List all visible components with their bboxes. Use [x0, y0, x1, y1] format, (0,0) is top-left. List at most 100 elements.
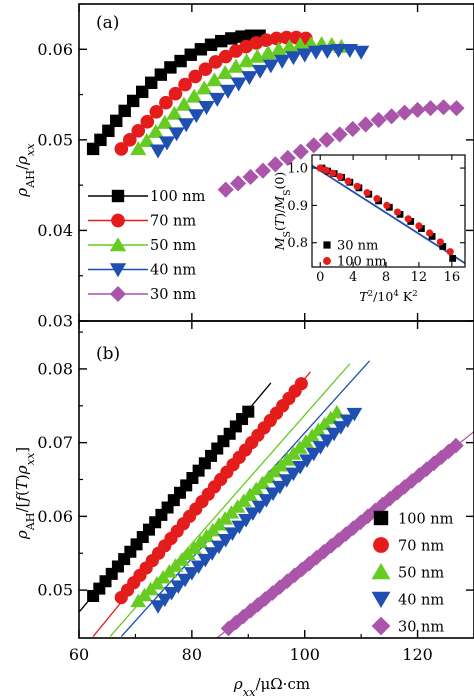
panel-a-point-70-nm — [168, 86, 183, 101]
inset-point-100-nm — [436, 238, 444, 246]
panel-a-point-100-nm — [225, 32, 238, 45]
panel-a-point-100-nm — [154, 68, 168, 81]
panel-a-point-40-nm — [285, 51, 302, 66]
panel-a-point-30-nm — [318, 131, 335, 148]
panel-a-point-30-nm — [396, 104, 413, 121]
inset-legend-marker-30-nm — [323, 241, 331, 249]
inset-point-100-nm — [336, 173, 344, 181]
panel-a-point-30-nm — [279, 149, 296, 167]
panel-b-point-40-nm — [150, 600, 166, 614]
panel-b-point-40-nm — [204, 547, 221, 561]
panel-a-point-30-nm — [435, 99, 452, 116]
panel-b-point-100-nm — [118, 553, 131, 566]
panel-b-legend-label: 100 nm — [398, 512, 454, 528]
panel-b-point-40-nm — [231, 520, 248, 535]
panel-b-point-40-nm — [319, 434, 336, 448]
inset-legend-label: 30 nm — [337, 239, 378, 254]
panel-b-legend-label: 40 nm — [398, 593, 444, 609]
panel-a-point-70-nm — [218, 49, 233, 64]
panel-b-legend-marker-40-nm — [371, 591, 391, 608]
panel-b-point-40-nm — [163, 587, 180, 601]
panel-a-point-30-nm — [292, 143, 309, 160]
panel-b-legend: 100 nm 70 nm 50 nm 40 nm 30 nm — [371, 510, 454, 636]
inset-point-100-nm — [316, 164, 324, 172]
inset-x-tick-label: 12 — [411, 270, 428, 285]
panel-a-point-30-nm — [448, 100, 465, 117]
inset-point-30-nm — [439, 243, 447, 250]
panel-a-point-30-nm — [383, 108, 400, 125]
panel-a-point-50-nm — [185, 88, 203, 103]
panel-a-point-100-nm — [194, 43, 208, 56]
panel-b-point-40-nm — [217, 533, 234, 548]
panel-a-point-70-nm — [159, 95, 173, 110]
panel-b-x-tick-label: 120 — [402, 645, 433, 664]
panel-a-point-100-nm — [184, 48, 197, 61]
panel-b-legend-marker-100-nm — [373, 510, 389, 526]
panel-b-x-tick-label: 60 — [69, 645, 89, 664]
panel-a-point-40-nm — [319, 44, 336, 59]
panel-a-point-30-nm — [267, 156, 284, 173]
panel-b-y-tick-label: 0.05 — [37, 581, 73, 600]
inset-point-100-nm — [415, 222, 423, 230]
panel-a-point-100-nm — [145, 76, 158, 89]
inset-x-tick-label: 8 — [382, 270, 390, 285]
panel-b-point-40-nm — [272, 480, 288, 495]
panel-b-point-40-nm — [183, 567, 200, 581]
panel-a-point-70-nm — [131, 123, 146, 138]
panel-a-point-50-nm — [238, 53, 255, 68]
panel-a-point-30-nm — [409, 101, 426, 119]
panel-a-point-30-nm — [230, 175, 247, 192]
panel-a-point-40-nm — [251, 64, 269, 79]
panel-a-point-30-nm — [344, 120, 361, 138]
panel-a-legend-marker-40-nm — [109, 263, 127, 278]
panel-b-y-tick-label: 0.08 — [37, 359, 73, 378]
panel-a-point-70-nm — [140, 114, 155, 129]
panel-a-point-50-nm — [175, 96, 193, 111]
panel-a-point-40-nm — [341, 43, 358, 58]
panel-b-point-30-nm — [418, 461, 435, 477]
panel-b-point-40-nm — [197, 553, 214, 568]
panel-a-y-tick-label: 0.06 — [37, 40, 73, 59]
panel-a-point-50-nm — [259, 45, 277, 60]
inset-chart: 0.80.91.0 0 4 8 12 16 MS(T)/MS(0) T2/104 K2 … — [272, 154, 466, 304]
inset-y-tick-label: 0.8 — [287, 236, 308, 251]
panel-b-point-30-nm — [272, 579, 288, 595]
panel-a-point-50-nm — [130, 141, 147, 156]
panel-b-point-30-nm — [382, 490, 398, 507]
panel-a-point-100-nm — [235, 30, 248, 43]
panel-a-point-40-nm — [241, 71, 258, 86]
panel-b-point-30-nm — [301, 555, 318, 572]
panel-b-x-tick-label: 100 — [289, 645, 320, 664]
panel-a-point-100-nm — [102, 124, 115, 137]
inset-y-tick-label: 0.9 — [287, 199, 308, 214]
panel-b-point-40-nm — [238, 514, 254, 528]
panel-a-legend-label: 40 nm — [150, 263, 196, 279]
panel-b-label: (b) — [96, 344, 120, 364]
panel-b-point-40-nm — [258, 494, 275, 508]
panel-a-legend-marker-50-nm — [109, 237, 127, 252]
panel-a-point-40-nm — [149, 144, 167, 159]
panel-a-point-70-nm — [122, 133, 137, 147]
panel-a-y-tick-label: 0.03 — [37, 312, 73, 331]
panel-b-y-tick-label: 0.06 — [37, 507, 73, 526]
panel-a-point-50-nm — [227, 58, 245, 73]
x-axis-label: ρxx/μΩ·cm — [233, 675, 310, 697]
panel-a: 0.03 0.04 0.05 0.06 (a) ρAH/ρxx 100 nm 70 nm… — [13, 3, 474, 331]
panel-a-point-70-nm — [198, 62, 213, 77]
inset-point-100-nm — [404, 215, 412, 223]
panel-a-point-40-nm — [209, 92, 226, 107]
panel-a-legend-label: 100 nm — [150, 189, 206, 205]
panel-a-point-30-nm — [357, 116, 374, 133]
panel-b-legend-marker-50-nm — [371, 563, 391, 580]
inset-point-100-nm — [383, 201, 391, 210]
panel-a-point-30-nm — [217, 181, 234, 198]
panel-a-point-100-nm — [174, 54, 187, 68]
panel-b-point-30-nm — [389, 484, 406, 501]
panel-a-point-50-nm — [217, 65, 234, 80]
panel-a-point-50-nm — [249, 48, 266, 63]
panel-b-x-tick-label: 80 — [182, 645, 202, 664]
panel-b-point-30-nm — [440, 443, 457, 460]
panel-a-y-axis-label: ρAH/ρxx — [13, 143, 37, 198]
panel-a-point-100-nm — [118, 104, 131, 118]
